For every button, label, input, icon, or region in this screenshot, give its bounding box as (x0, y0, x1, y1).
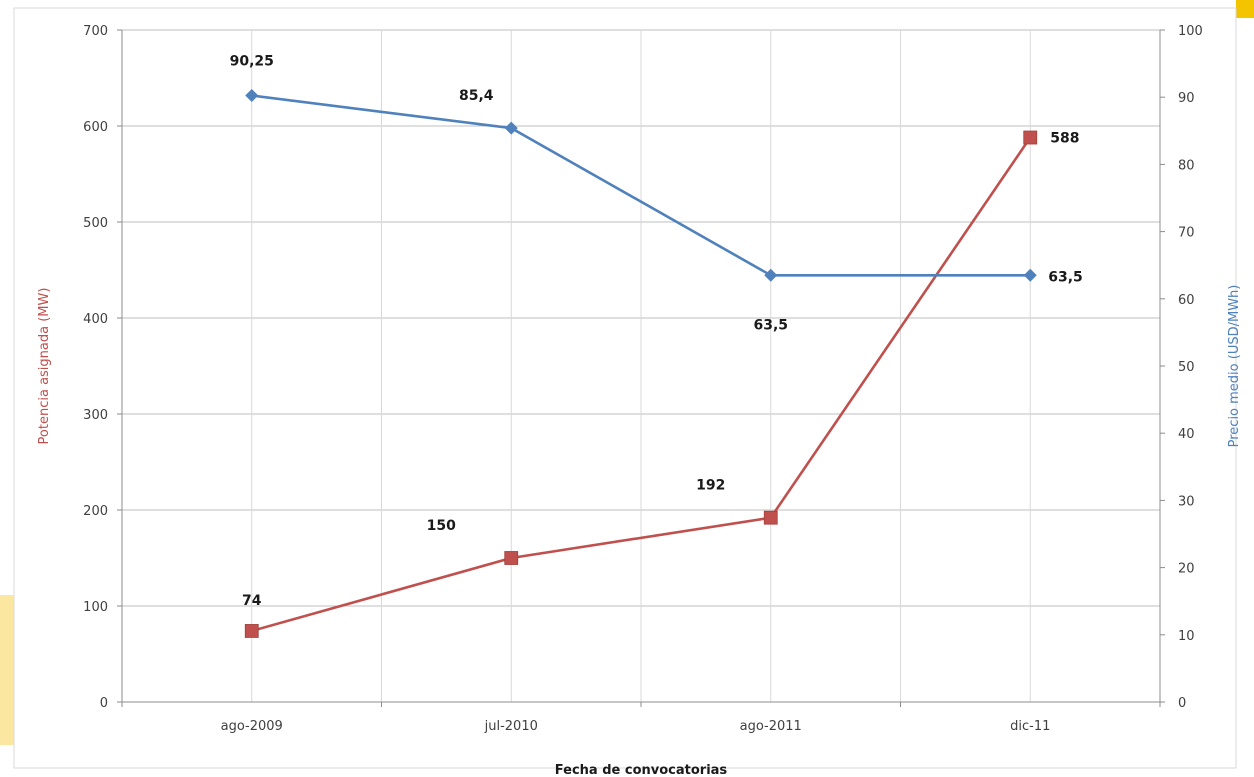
precio-point-marker (504, 121, 518, 135)
precio-data-label: 63,5 (1048, 269, 1083, 285)
potencia-point-marker (1023, 130, 1038, 145)
potencia-point-marker (244, 624, 259, 638)
series-potencia-line (251, 136, 1032, 633)
right-tick-label: 10 (1178, 629, 1195, 644)
x-tick-label: jul-2010 (484, 719, 538, 734)
series-precio-line (251, 94, 1031, 277)
data-labels: 74 150 192 588 90,25 85,4 63,5 63,5 (230, 54, 1083, 609)
x-tick-label: ago-2011 (740, 719, 802, 734)
precio-data-label: 63,5 (753, 317, 788, 333)
right-tick-label: 20 (1178, 562, 1195, 577)
left-tick-label: 500 (83, 216, 108, 231)
x-axis-ticks: ago-2009 jul-2010 ago-2011 dic-11 (121, 702, 1161, 734)
right-axis-title: Precio medio (USD/MWh) (1227, 285, 1242, 448)
potencia-data-label: 588 (1050, 131, 1079, 147)
right-tick-label: 80 (1178, 158, 1195, 173)
gridlines (122, 29, 1160, 702)
potencia-data-label: 74 (242, 593, 262, 609)
precio-point-marker (1023, 268, 1037, 282)
potencia-point-marker (504, 551, 519, 565)
right-tick-label: 50 (1178, 360, 1195, 375)
precio-data-label: 90,25 (230, 54, 274, 70)
series-layer (244, 89, 1038, 638)
x-tick-label: ago-2009 (221, 719, 283, 734)
chart-frame (13, 7, 1237, 769)
left-tick-label: 400 (83, 312, 108, 327)
potencia-point-marker (763, 510, 778, 525)
left-axis-title: Potencia asignada (MW) (37, 288, 52, 445)
right-tick-label: 60 (1178, 293, 1195, 308)
right-tick-label: 90 (1178, 91, 1195, 106)
right-tick-label: 40 (1178, 427, 1195, 442)
left-tick-label: 600 (83, 120, 108, 135)
precio-data-label: 85,4 (459, 88, 494, 104)
right-tick-label: 100 (1178, 24, 1203, 39)
left-tick-label: 300 (83, 408, 108, 423)
precio-point-marker (764, 268, 778, 282)
left-tick-label: 200 (83, 504, 108, 519)
right-tick-label: 0 (1178, 696, 1186, 711)
potencia-data-label: 150 (427, 518, 456, 534)
x-tick-label: dic-11 (1010, 719, 1050, 734)
potencia-data-label: 192 (696, 478, 725, 494)
right-tick-label: 30 (1178, 494, 1195, 509)
left-tick-label: 700 (83, 24, 108, 39)
left-axis-ticks: 0 100 200 300 400 500 600 700 (83, 24, 122, 711)
x-axis-title: Fecha de convocatorias (555, 763, 728, 777)
left-tick-label: 100 (83, 600, 108, 615)
precio-point-marker (245, 89, 259, 103)
corner-accent-top-right (1236, 0, 1254, 18)
right-tick-label: 70 (1178, 226, 1195, 241)
left-tick-label: 0 (100, 696, 108, 711)
right-axis-ticks: 0 10 20 30 40 50 60 70 80 90 100 (1160, 24, 1203, 711)
corner-accent-left (0, 595, 14, 745)
